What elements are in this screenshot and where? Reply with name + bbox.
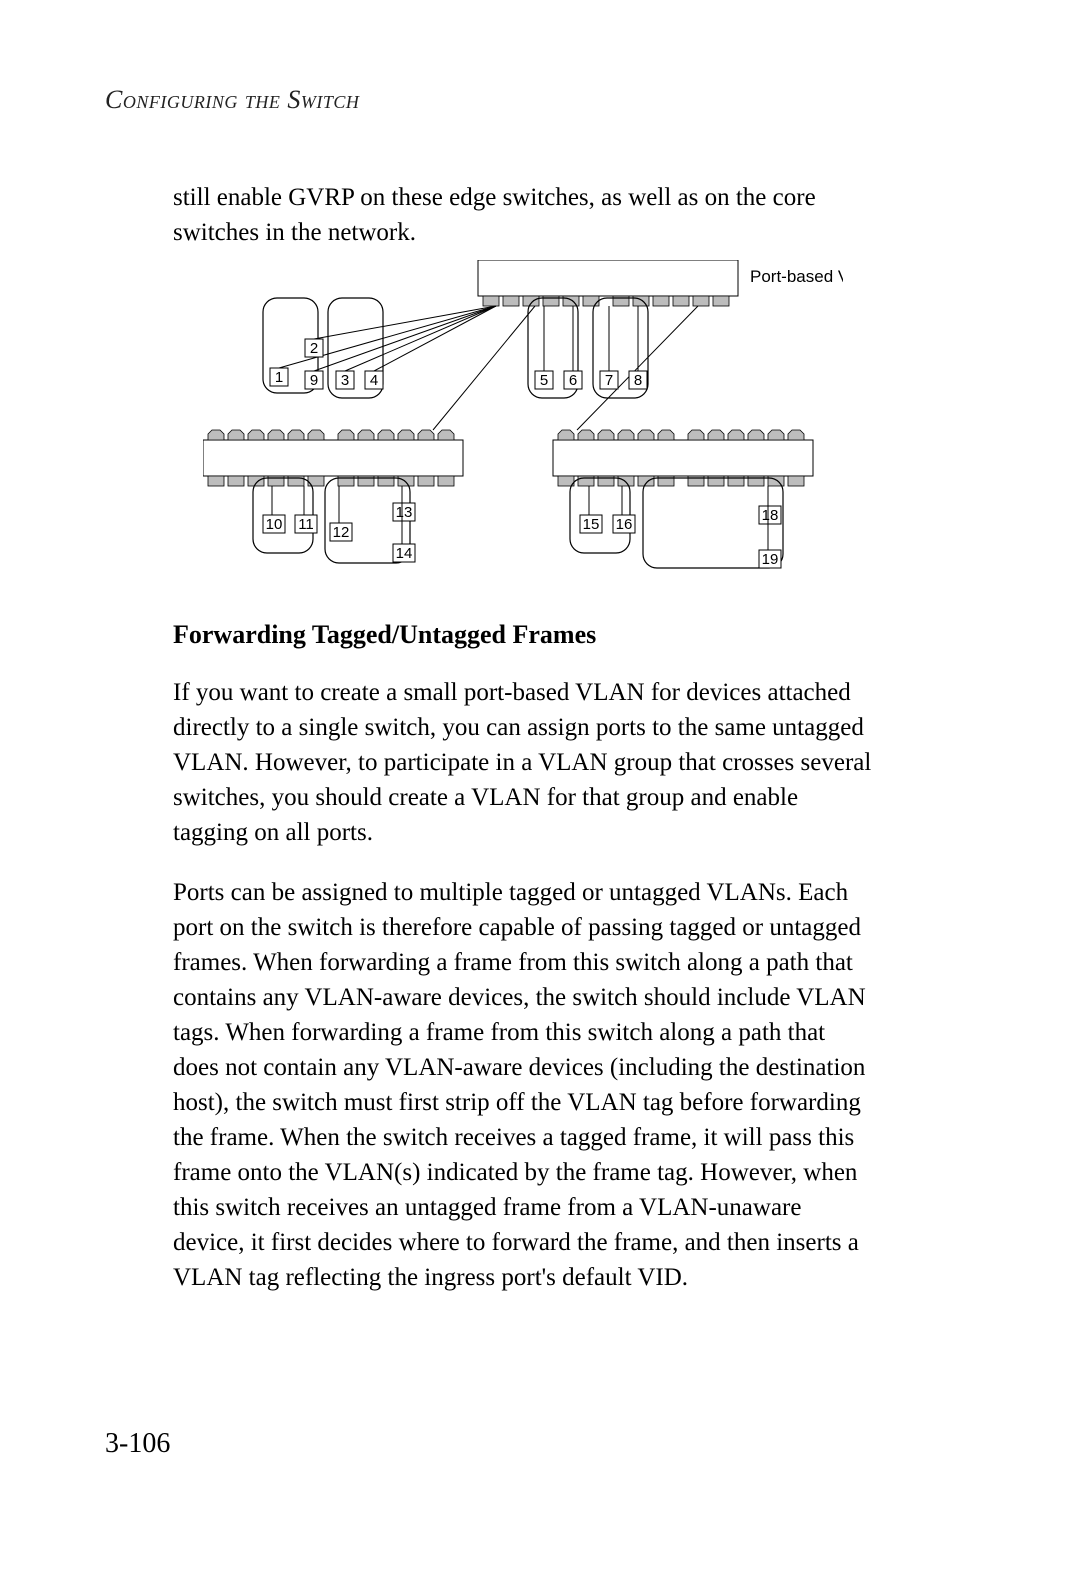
paragraph-2: Ports can be assigned to multiple tagged… — [173, 875, 873, 1295]
diagram-container: 129345678101112131415161819Port-based VL… — [173, 260, 873, 580]
page-number: 3-106 — [105, 1428, 170, 1460]
svg-text:10: 10 — [266, 516, 283, 533]
svg-text:2: 2 — [310, 340, 318, 357]
content: still enable GVRP on these edge switches… — [173, 180, 873, 1295]
svg-text:3: 3 — [341, 372, 349, 389]
svg-text:11: 11 — [298, 516, 314, 533]
svg-text:6: 6 — [569, 372, 577, 389]
svg-text:19: 19 — [762, 551, 779, 568]
paragraph-1: If you want to create a small port-based… — [173, 675, 873, 850]
svg-text:1: 1 — [275, 369, 283, 386]
svg-text:8: 8 — [634, 372, 642, 389]
intro-text: still enable GVRP on these edge switches… — [173, 180, 873, 250]
svg-text:5: 5 — [540, 372, 548, 389]
svg-text:18: 18 — [762, 507, 779, 524]
subheading: Forwarding Tagged/Untagged Frames — [173, 620, 873, 650]
svg-text:12: 12 — [333, 524, 350, 541]
page: Configuring the Switch still enable GVRP… — [0, 0, 1080, 1570]
page-header: Configuring the Switch — [105, 85, 975, 115]
svg-text:16: 16 — [616, 516, 633, 533]
svg-text:13: 13 — [396, 504, 413, 521]
svg-text:7: 7 — [605, 372, 613, 389]
svg-text:9: 9 — [310, 372, 318, 389]
svg-text:14: 14 — [396, 545, 413, 562]
vlan-diagram: 129345678101112131415161819Port-based VL… — [203, 260, 843, 580]
svg-text:15: 15 — [583, 516, 600, 533]
svg-text:Port-based VLAN: Port-based VLAN — [750, 267, 843, 286]
svg-text:4: 4 — [370, 372, 378, 389]
